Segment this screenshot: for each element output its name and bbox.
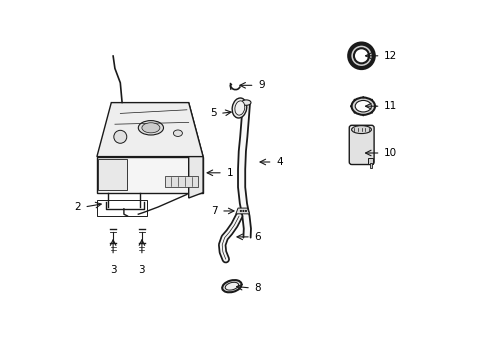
Ellipse shape	[232, 98, 246, 118]
Polygon shape	[97, 157, 203, 193]
Polygon shape	[98, 159, 127, 190]
Circle shape	[353, 112, 355, 114]
Polygon shape	[235, 208, 249, 214]
Circle shape	[242, 210, 244, 212]
Text: 2: 2	[74, 202, 81, 212]
Ellipse shape	[351, 126, 371, 134]
Text: 12: 12	[384, 51, 397, 61]
Ellipse shape	[142, 123, 160, 133]
Text: 5: 5	[209, 108, 216, 118]
Ellipse shape	[348, 44, 373, 68]
Ellipse shape	[353, 48, 368, 63]
Text: 1: 1	[226, 168, 233, 178]
Ellipse shape	[351, 98, 374, 115]
Text: 7: 7	[210, 206, 217, 216]
Circle shape	[353, 99, 355, 101]
Circle shape	[362, 114, 364, 116]
Ellipse shape	[222, 280, 241, 292]
Polygon shape	[367, 158, 373, 164]
Polygon shape	[238, 104, 250, 238]
Circle shape	[349, 105, 351, 107]
Text: 6: 6	[254, 232, 261, 242]
Circle shape	[370, 99, 372, 101]
Polygon shape	[369, 163, 371, 168]
Ellipse shape	[138, 121, 163, 135]
Text: 11: 11	[384, 101, 397, 111]
Ellipse shape	[234, 101, 244, 115]
Text: 9: 9	[258, 80, 264, 90]
Ellipse shape	[173, 130, 182, 136]
Ellipse shape	[354, 100, 371, 112]
FancyBboxPatch shape	[348, 125, 373, 165]
Polygon shape	[188, 103, 203, 198]
Circle shape	[362, 96, 364, 98]
Text: 3: 3	[110, 265, 116, 275]
Circle shape	[374, 105, 376, 107]
Polygon shape	[97, 103, 203, 157]
Ellipse shape	[225, 282, 238, 290]
Circle shape	[114, 130, 126, 143]
Text: 8: 8	[254, 283, 261, 293]
Circle shape	[370, 112, 372, 114]
Circle shape	[244, 210, 246, 212]
Ellipse shape	[241, 100, 250, 105]
Text: 10: 10	[384, 148, 396, 158]
Text: 4: 4	[276, 157, 282, 167]
Bar	[97, 200, 147, 216]
Text: 3: 3	[138, 265, 145, 275]
Circle shape	[239, 210, 242, 212]
Bar	[165, 176, 197, 187]
